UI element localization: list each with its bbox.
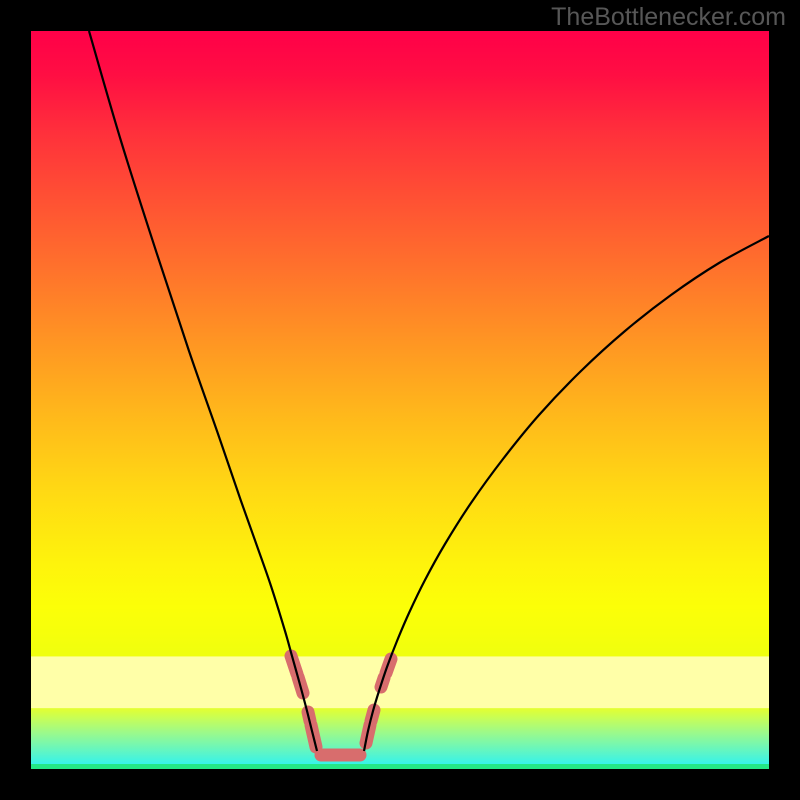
curve-right — [364, 236, 769, 751]
chart-root: TheBottlenecker.com — [0, 0, 800, 800]
curve-left — [89, 31, 317, 751]
watermark-text: TheBottlenecker.com — [551, 3, 786, 32]
plot-area — [31, 31, 769, 769]
bottleneck-curve — [31, 31, 769, 769]
